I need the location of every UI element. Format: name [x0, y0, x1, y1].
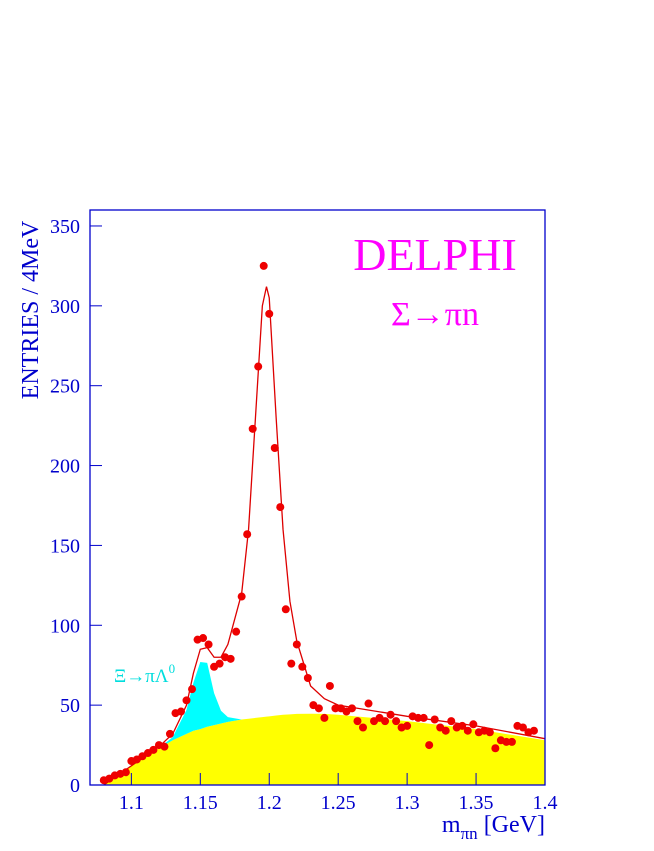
data-point: [381, 717, 390, 726]
x-axis-label: mπn [GeV]: [442, 812, 545, 843]
data-point: [204, 640, 213, 649]
data-point: [447, 717, 456, 726]
y-axis-label: ENTRIES / 4MeV: [18, 220, 44, 399]
y-tick-label: 100: [50, 615, 80, 637]
data-point: [226, 654, 235, 663]
x-tick-label: 1.3: [395, 792, 420, 814]
y-tick-label: 250: [50, 376, 80, 398]
data-point: [347, 704, 356, 713]
data-point: [469, 720, 478, 729]
annotation-sup: 0: [169, 661, 176, 676]
data-point: [502, 737, 511, 746]
data-point: [292, 640, 301, 649]
data-point: [254, 362, 263, 371]
data-point: [529, 726, 538, 735]
x-label-sub: πn: [461, 824, 479, 843]
data-point: [403, 721, 412, 730]
x-tick-label: 1.1: [119, 792, 144, 814]
data-point: [458, 721, 467, 730]
annotation: Ξ→πΛ0: [114, 661, 175, 687]
data-point: [463, 726, 472, 735]
chart-subtitle: Σ→πn: [391, 296, 479, 333]
data-point: [298, 662, 307, 671]
data-point: [430, 715, 439, 724]
y-tick-label: 150: [50, 535, 80, 557]
x-tick-label: 1.2: [257, 792, 282, 814]
x-tick-label: 1.4: [533, 792, 558, 814]
data-point: [441, 726, 450, 735]
x-tick-label: 1.25: [321, 792, 356, 814]
data-point: [425, 741, 434, 750]
data-point: [287, 659, 296, 668]
data-point: [276, 503, 285, 512]
data-point: [353, 717, 362, 726]
data-point: [243, 530, 252, 539]
data-point: [232, 627, 241, 636]
area: [103, 713, 546, 785]
data-point: [325, 681, 334, 690]
data-point: [160, 742, 169, 751]
data-point: [359, 723, 367, 732]
x-tick-label: 1.15: [183, 792, 218, 814]
data-point: [518, 723, 527, 732]
data-point: [188, 685, 197, 694]
data-point: [364, 699, 373, 708]
y-tick-label: 350: [50, 216, 80, 238]
fit-line: [103, 286, 546, 786]
chart-title: DELPHI: [353, 229, 517, 280]
x-label-part: [GeV]: [478, 812, 545, 838]
data-point: [320, 713, 329, 722]
data-point: [303, 673, 312, 682]
data-point: [386, 710, 395, 719]
x-label-part: m: [442, 812, 461, 838]
data-point: [314, 704, 323, 713]
data-point: [270, 443, 279, 452]
data-point: [419, 713, 428, 722]
data-point: [121, 768, 130, 777]
data-point: [259, 261, 268, 270]
plot-frame: [89, 209, 546, 786]
data-point: [507, 737, 516, 746]
y-tick-label: 50: [60, 695, 80, 717]
data-point: [149, 745, 158, 754]
data-point: [165, 729, 174, 738]
data-point: [182, 696, 191, 705]
data-point: [237, 592, 246, 601]
data-point: [331, 704, 340, 713]
data-point: [414, 713, 423, 722]
data-point: [491, 744, 500, 753]
data-point: [485, 728, 494, 737]
annotation-text: Ξ→πΛ: [114, 666, 169, 687]
y-tick-label: 200: [50, 456, 80, 478]
data-point: [177, 707, 185, 716]
area: [103, 662, 546, 785]
data-point: [215, 659, 224, 668]
data-point: [248, 424, 257, 433]
data-point: [392, 717, 401, 726]
data-point: [265, 309, 274, 318]
y-tick-label: 300: [50, 296, 80, 318]
y-tick-label: 0: [70, 775, 80, 797]
data-point: [199, 634, 208, 643]
data-point: [281, 605, 290, 614]
x-tick-label: 1.35: [459, 792, 494, 814]
